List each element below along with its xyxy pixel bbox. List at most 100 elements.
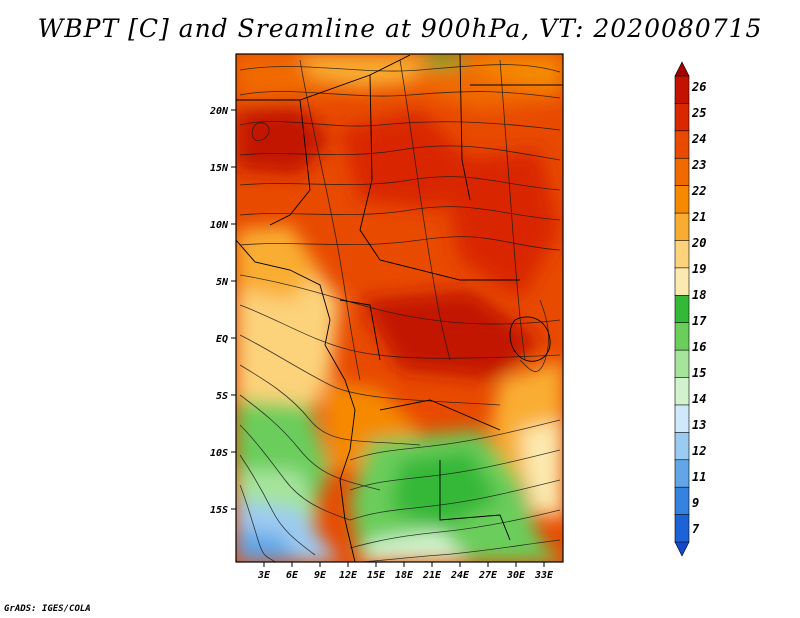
streamline: [499, 59, 526, 361]
streamline: [239, 121, 561, 131]
streamline: [349, 509, 561, 549]
map-frame: [235, 53, 564, 563]
colorbar-segment: [674, 514, 690, 543]
colorbar-label: 23: [691, 158, 706, 172]
colorbar-segment: [674, 157, 690, 187]
streamline: [349, 419, 561, 461]
lon-label: 15E: [367, 570, 386, 581]
field-west-cool: [236, 250, 340, 430]
streamline: [239, 424, 351, 521]
colorbar-label: 13: [692, 418, 706, 432]
colorbar-segment: [674, 377, 690, 406]
colorbar-label: 11: [692, 470, 706, 484]
lon-label: 33E: [534, 570, 554, 581]
field-top-green: [420, 54, 470, 68]
field-sw-blue-deep: [236, 530, 300, 562]
boundary: [459, 54, 471, 201]
field-se-yellow: [520, 420, 563, 520]
streamline: [239, 274, 561, 325]
colorbar-segment: [674, 240, 690, 269]
lat-label: 5N: [216, 277, 229, 288]
colorbar-label: 14: [692, 392, 706, 406]
lat-label: EQ: [216, 334, 228, 345]
colorbar-segment: [674, 541, 690, 557]
lat-label: 10S: [210, 448, 228, 459]
lat-label: 15S: [210, 505, 228, 516]
lon-label: 6E: [286, 570, 299, 581]
colorbar-segment: [674, 294, 690, 324]
colorbar-label: 21: [691, 210, 706, 224]
colorbar-segment: [674, 349, 690, 379]
lon-label: 27E: [478, 570, 498, 581]
colorbar: [674, 61, 690, 557]
streamline: [251, 122, 270, 142]
colorbar-label: 18: [692, 288, 706, 302]
field-east-hot: [440, 150, 560, 300]
streamline: [239, 304, 561, 359]
streamline: [239, 145, 561, 161]
colorbar-label: 12: [692, 444, 706, 458]
colorbar-segment: [674, 404, 690, 433]
boundary: [339, 299, 381, 361]
lat-label: 10N: [210, 220, 229, 231]
lon-label: 30E: [506, 570, 526, 581]
wbpt-field: [236, 54, 563, 562]
coastline: [236, 239, 356, 562]
streamline: [239, 394, 381, 491]
streamline: [239, 91, 561, 99]
credit-label: GrADS: IGES/COLA: [4, 604, 91, 614]
streamline: [239, 454, 316, 556]
boundary: [439, 460, 511, 541]
lon-label: 3E: [257, 570, 271, 581]
boundary: [379, 399, 501, 431]
colorbar-segment: [674, 486, 690, 516]
streamline: [359, 539, 561, 562]
colorbar-label: 25: [691, 106, 706, 120]
map-title: WBPT [C] and Sreamline at 900hPa, VT: 20…: [37, 14, 763, 43]
lat-axis: 20N 15N 10N 5N EQ 5S 10S 15S: [209, 106, 236, 516]
colorbar-label: 7: [692, 522, 700, 536]
colorbar-label: 17: [692, 314, 707, 328]
colorbar-segment: [674, 75, 690, 105]
colorbar-label: 15: [692, 366, 706, 380]
streamline: [239, 484, 276, 562]
colorbar-segment: [674, 103, 690, 132]
colorbar-segment: [674, 185, 690, 214]
field-ne-orange: [470, 54, 563, 90]
lon-label: 12E: [339, 570, 358, 581]
colorbar-label: 20: [691, 236, 706, 250]
lon-axis: 3E 6E 9E 12E 15E 18E 21E 24E 27E 30E 33E: [257, 562, 554, 581]
streamlines: [239, 59, 561, 562]
streamline: [239, 364, 421, 446]
colorbar-segment: [674, 130, 690, 159]
streamline: [299, 59, 361, 381]
boundary: [359, 74, 381, 261]
colorbar-labels: 26 25 24 23 22 21 20 19 18 17 16 15 14 1…: [691, 80, 707, 536]
boundaries: [236, 54, 563, 562]
lat-label: 5S: [216, 391, 228, 402]
lake-outline: [509, 316, 551, 362]
lat-label: 15N: [210, 163, 229, 174]
colorbar-segment: [674, 267, 690, 296]
streamline: [519, 299, 550, 372]
lon-label: 21E: [422, 570, 442, 581]
colorbar-label: 24: [691, 132, 706, 146]
colorbar-label: 22: [691, 184, 706, 198]
lon-label: 18E: [395, 570, 414, 581]
colorbar-label: 19: [692, 262, 706, 276]
colorbar-label: 9: [692, 496, 699, 510]
lat-label: 20N: [209, 106, 229, 117]
streamline: [399, 59, 451, 361]
streamline: [239, 334, 501, 406]
colorbar-label: 16: [692, 340, 706, 354]
lon-label: 24E: [450, 570, 470, 581]
streamline: [239, 64, 561, 73]
lon-label: 9E: [314, 570, 327, 581]
colorbar-segment: [674, 212, 690, 242]
boundary: [236, 54, 411, 101]
field-south-pale: [360, 530, 470, 562]
colorbar-segment: [674, 459, 690, 488]
colorbar-segment: [674, 432, 690, 461]
colorbar-segment: [674, 61, 690, 77]
